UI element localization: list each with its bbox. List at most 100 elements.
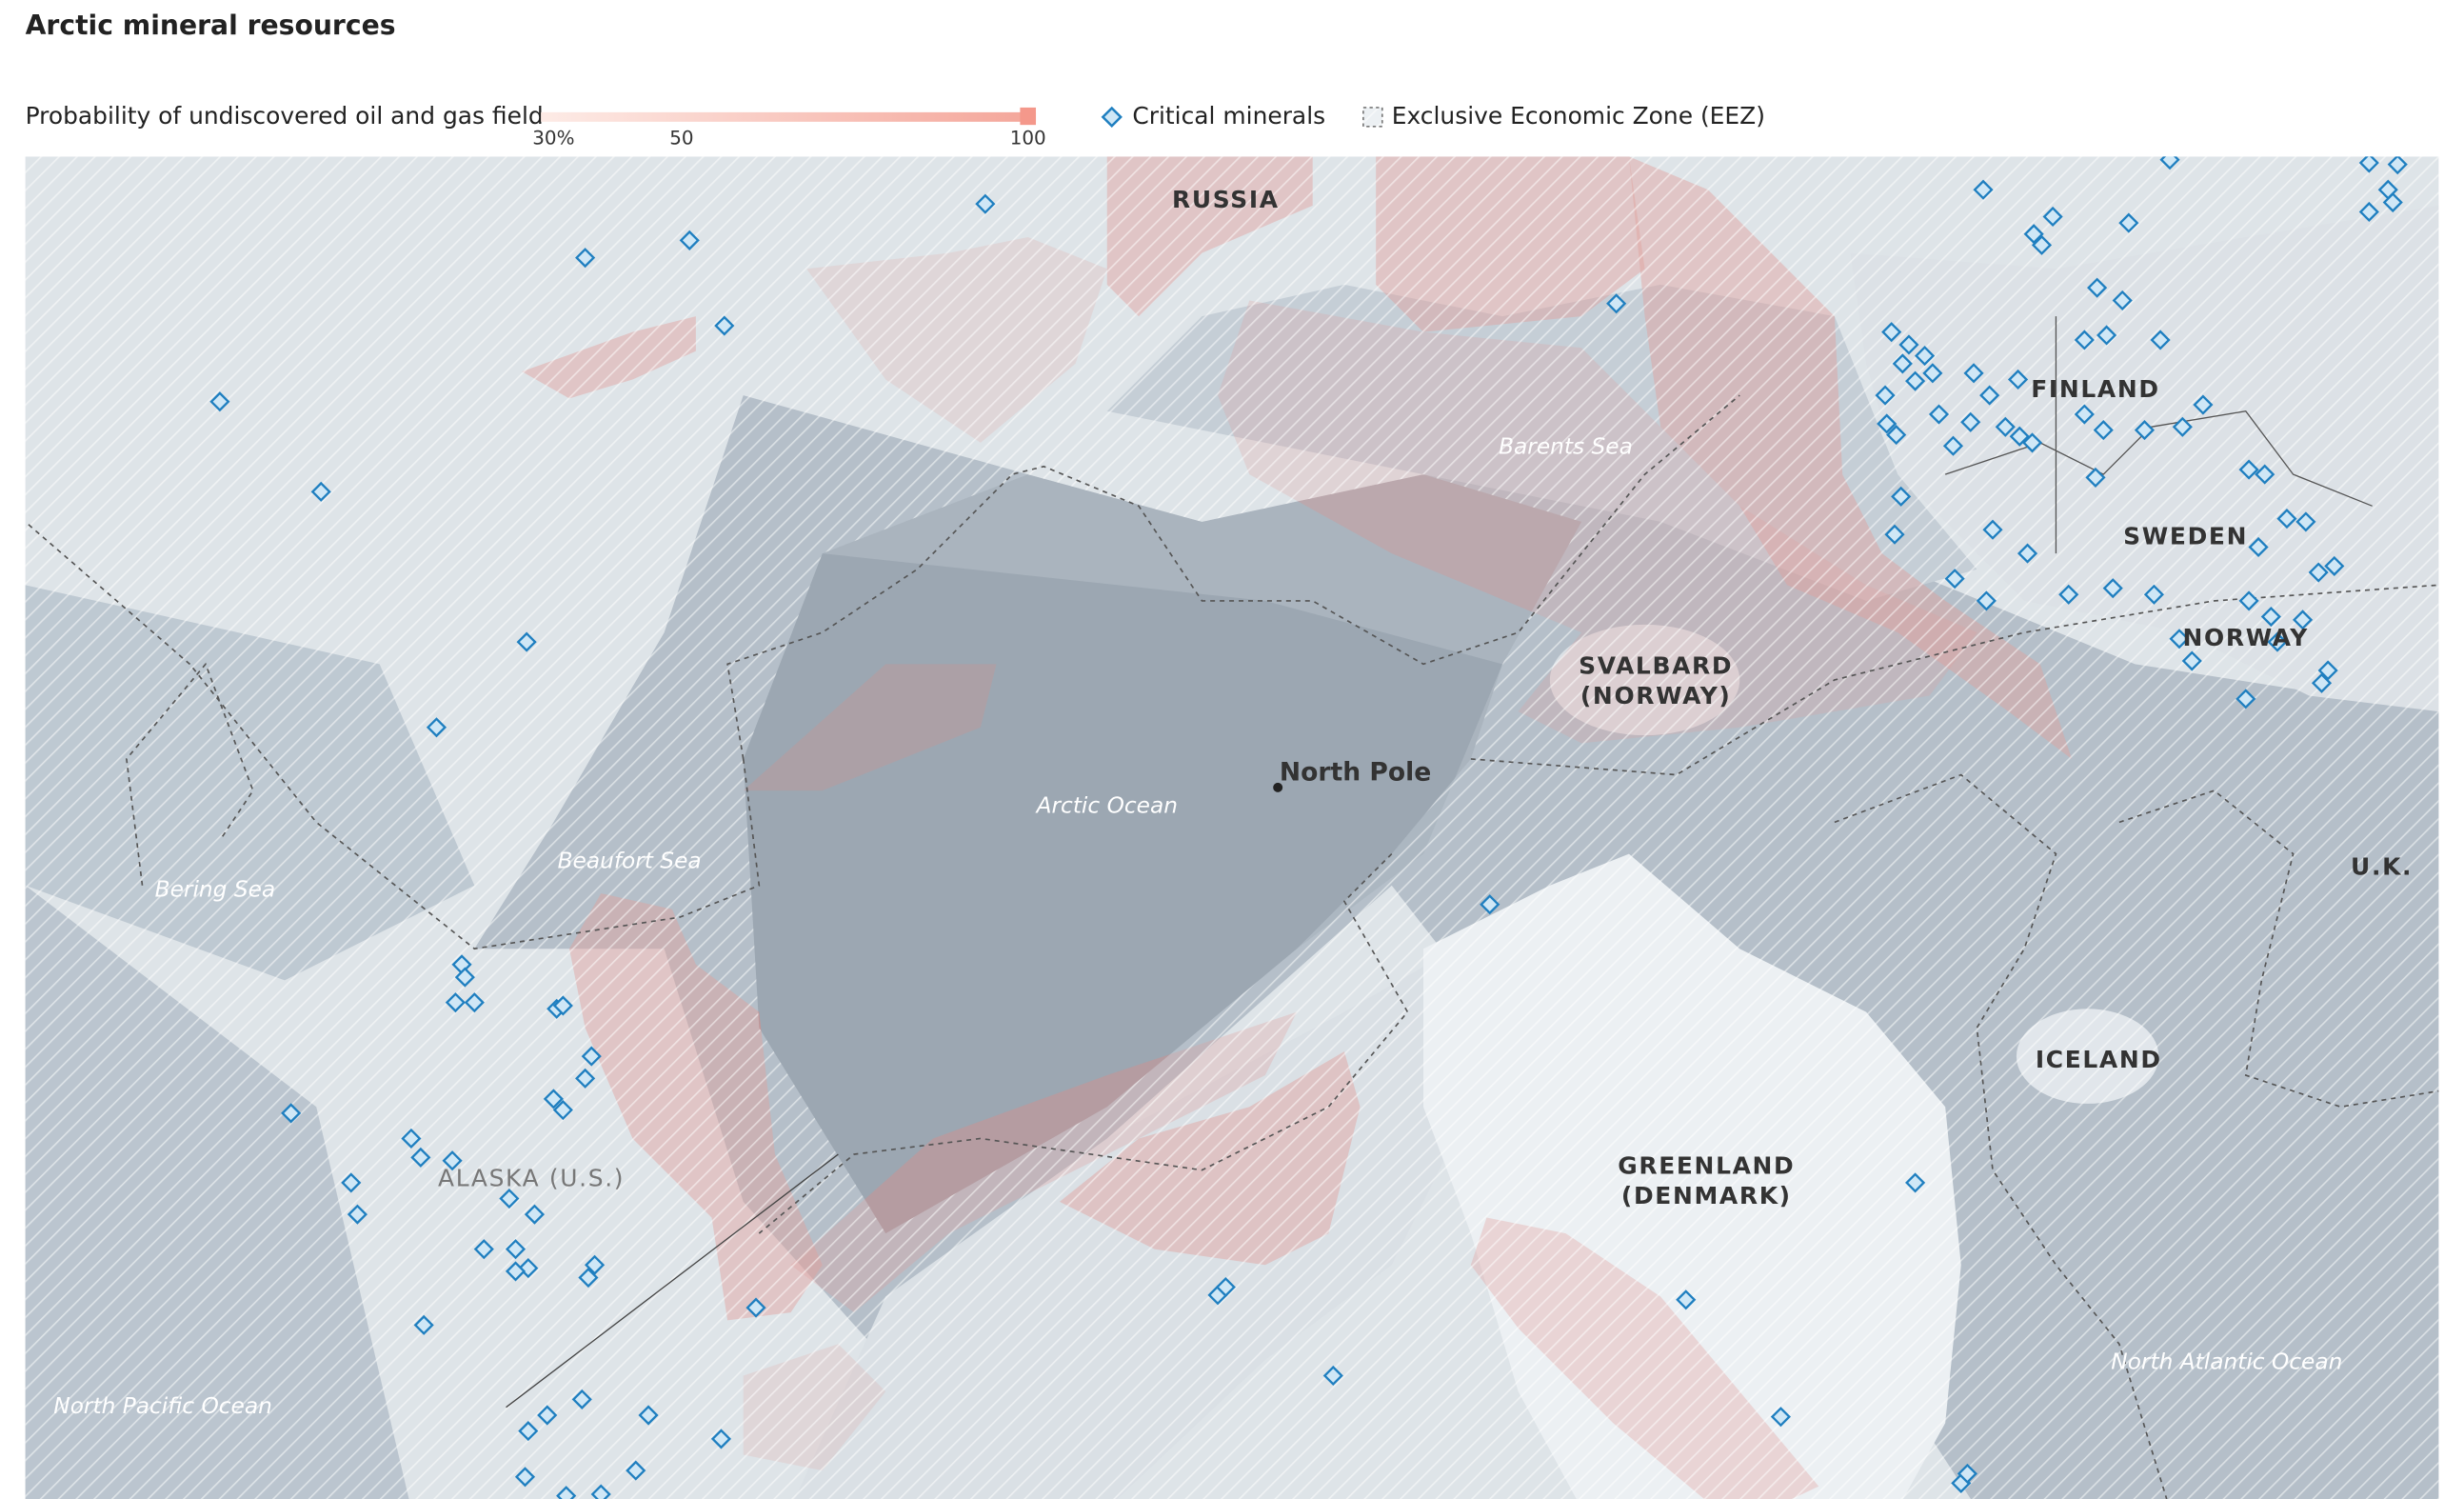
mineral-site xyxy=(2112,290,2133,311)
mineral-site xyxy=(2009,426,2030,447)
map: RUSSIA Barents Sea FINLAND SWEDEN NORWAY SVAL… xyxy=(25,156,2439,1499)
mineral-site xyxy=(1905,370,1926,391)
place-label: RUSSIA xyxy=(1172,186,1280,213)
title: Arctic mineral resources xyxy=(26,10,396,41)
legend-eez-label: Exclusive Economic Zone (EEZ) xyxy=(1392,102,1765,130)
mineral-site xyxy=(473,1239,494,1260)
mineral-site xyxy=(1770,1407,1791,1428)
legend-label: Probability of undiscovered oil and gas … xyxy=(26,102,544,130)
mineral-site xyxy=(2260,606,2281,628)
mineral-site xyxy=(1875,385,1896,406)
mineral-site xyxy=(1892,353,1913,374)
mineral-site xyxy=(1928,404,1950,425)
mineral-site xyxy=(1898,334,1919,355)
mineral-site xyxy=(1322,1365,1343,1387)
mineral-site xyxy=(2085,467,2106,488)
mineral-site xyxy=(2295,511,2316,532)
mineral-site xyxy=(518,1421,539,1442)
mineral-site xyxy=(581,1046,602,1067)
mineral-site xyxy=(1957,1463,1977,1485)
mineral-site xyxy=(2324,555,2345,576)
mineral-site xyxy=(2021,432,2043,453)
mineral-site xyxy=(426,717,447,738)
mineral-site xyxy=(505,1239,527,1260)
mineral-site xyxy=(1942,435,1964,456)
mineral-site xyxy=(626,1460,646,1481)
mineral-site xyxy=(679,230,700,250)
mineral-site xyxy=(499,1188,520,1209)
mineral-site xyxy=(714,315,735,336)
eez-boundary xyxy=(726,394,1740,760)
mineral-site xyxy=(1982,519,2003,540)
mineral-site xyxy=(710,1429,732,1449)
border xyxy=(506,1153,839,1409)
eez-boundary xyxy=(758,852,1409,1234)
sea-label: North Pacific Ocean xyxy=(53,1393,272,1419)
mineral-site xyxy=(2169,629,2190,650)
mineral-site xyxy=(281,1103,302,1124)
legend-end xyxy=(1020,107,1037,126)
mineral-site xyxy=(2159,156,2180,170)
mineral-site xyxy=(975,193,996,214)
mineral-site xyxy=(2007,369,2029,390)
place-label: ICELAND xyxy=(2036,1046,2162,1073)
mineral-site xyxy=(2096,325,2117,346)
sea-label: Bering Sea xyxy=(155,876,275,902)
place-label: GREENLAND xyxy=(1618,1151,1795,1179)
place-label: FINLAND xyxy=(2031,375,2159,403)
mineral-site xyxy=(745,1297,766,1318)
mineral-site xyxy=(1891,486,1912,507)
sea-label: Beaufort Sea xyxy=(558,848,702,873)
mineral-site xyxy=(2358,201,2379,223)
mineral-site xyxy=(2042,206,2063,228)
mineral-site xyxy=(2087,277,2108,298)
mineral-site xyxy=(1944,569,1965,590)
mineral-site xyxy=(2058,584,2079,605)
mineral-site xyxy=(2031,234,2053,255)
mineral-site xyxy=(2235,689,2256,710)
mineral-site xyxy=(578,1267,599,1289)
sea-label: Barents Sea xyxy=(1499,433,1633,459)
sea-label: Arctic Ocean xyxy=(1035,792,1178,818)
mineral-site xyxy=(2074,404,2095,425)
place-label: North Pole xyxy=(1280,757,1431,787)
mineral-site xyxy=(1877,413,1898,434)
mineral-site xyxy=(585,1254,606,1275)
mineral-site xyxy=(2074,330,2095,350)
mineral-site xyxy=(2134,420,2156,441)
mineral-site xyxy=(442,1150,463,1171)
mineral-site xyxy=(2292,610,2314,630)
place-label: U.K. xyxy=(2351,853,2413,881)
mineral-site xyxy=(2358,156,2379,173)
mineral-site xyxy=(2172,416,2193,437)
legend-tick: 50 xyxy=(669,128,693,150)
minerals xyxy=(209,156,2408,1499)
mineral-site xyxy=(514,1467,536,1488)
mineral-site xyxy=(552,995,573,1016)
place-label: (DENMARK) xyxy=(1621,1182,1792,1209)
place-label: (NORWAY) xyxy=(1580,682,1732,710)
mineral-site xyxy=(1676,1289,1697,1310)
mineral-site xyxy=(1881,322,1902,343)
mineral-site xyxy=(2267,631,2288,652)
mineral-site xyxy=(571,1389,592,1409)
mineral-site xyxy=(2308,562,2329,583)
mineral-site xyxy=(552,1099,573,1121)
mineral-site xyxy=(1963,363,1984,384)
mineral-site xyxy=(1480,894,1500,915)
mineral-site xyxy=(1979,385,2000,406)
mineral-site xyxy=(590,1484,611,1499)
labels: RUSSIA Barents Sea FINLAND SWEDEN NORWAY SVAL… xyxy=(53,186,2413,1419)
mineral-site xyxy=(347,1204,368,1225)
eez-boundary xyxy=(126,662,254,886)
sea-label: North Atlantic Ocean xyxy=(2111,1349,2342,1375)
mineral-site xyxy=(2102,578,2123,599)
place-label: NORWAY xyxy=(2183,624,2309,651)
mineral-site xyxy=(638,1405,659,1426)
mineral-site xyxy=(1976,590,1997,611)
mineral-site xyxy=(537,1405,558,1426)
mineral-site xyxy=(413,1314,434,1335)
mineral-site xyxy=(2181,650,2202,671)
mineral-site xyxy=(209,391,230,412)
